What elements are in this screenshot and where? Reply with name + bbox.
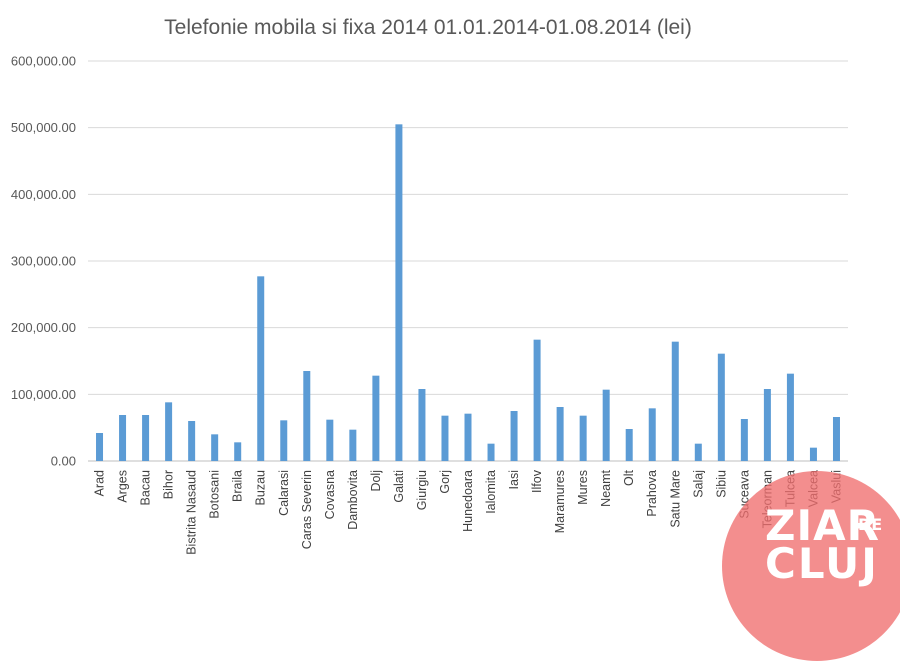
x-tick-label: Dambovita <box>346 470 360 530</box>
bar <box>119 415 127 461</box>
x-tick-label: Iasi <box>507 470 521 489</box>
bar <box>579 415 587 461</box>
x-tick-label: Calarasi <box>277 470 291 516</box>
x-tick-label: Bacau <box>139 470 153 505</box>
y-tick-label: 400,000.00 <box>11 187 76 202</box>
x-tick-label: Covasna <box>323 470 337 519</box>
bar <box>464 413 472 461</box>
bars <box>96 124 840 461</box>
bar <box>395 124 403 461</box>
x-tick-label: Arad <box>93 470 107 496</box>
x-tick-label: Bihor <box>162 470 176 499</box>
x-tick-label: Olt <box>622 469 636 486</box>
bar <box>96 433 104 461</box>
bar <box>211 434 219 461</box>
x-tick-label: Satu Mare <box>668 470 682 528</box>
bar <box>303 371 311 461</box>
x-tick-label: Buzau <box>254 470 268 505</box>
bar <box>786 373 794 461</box>
bar <box>625 429 633 461</box>
bar <box>257 276 265 461</box>
bar <box>372 375 380 461</box>
x-tick-label: Braila <box>231 470 245 502</box>
bar-chart: Telefonie mobila si fixa 2014 01.01.2014… <box>11 16 848 555</box>
x-tick-label: Hunedoara <box>461 470 475 532</box>
y-tick-label: 600,000.00 <box>11 54 76 69</box>
x-tick-label: Gorj <box>438 470 452 494</box>
bar <box>487 443 495 461</box>
x-tick-label: Botosani <box>208 470 222 519</box>
y-tick-label: 200,000.00 <box>11 320 76 335</box>
bar <box>142 415 150 461</box>
bar <box>832 417 840 461</box>
bar <box>441 415 449 461</box>
bar <box>740 419 748 461</box>
bar <box>349 429 357 461</box>
x-tick-label: Salaj <box>691 470 705 498</box>
y-axis-ticks: 0.00 100,000.00 200,000.00 300,000.00 400,00… <box>11 54 76 469</box>
y-tick-label: 300,000.00 <box>11 254 76 269</box>
bar <box>326 419 334 461</box>
bar <box>188 421 196 461</box>
logo-word-de: DE <box>858 515 883 534</box>
bar <box>763 389 771 461</box>
x-tick-label: Mures <box>576 470 590 505</box>
bar <box>556 407 564 461</box>
bar <box>717 353 725 461</box>
chart-title: Telefonie mobila si fixa 2014 01.01.2014… <box>164 16 692 39</box>
bar <box>694 443 702 461</box>
x-tick-label: Sibiu <box>714 470 728 498</box>
x-tick-label: Bistrita Nasaud <box>185 470 199 555</box>
logo-word-ziar: ZIAR <box>765 501 880 550</box>
bar <box>280 420 288 461</box>
bar <box>234 442 242 461</box>
x-tick-label: Ialomita <box>484 470 498 514</box>
bar <box>602 389 610 461</box>
x-tick-label: Giurgiu <box>415 470 429 510</box>
y-tick-label: 500,000.00 <box>11 120 76 135</box>
bar <box>648 408 656 461</box>
x-tick-label: Ilfov <box>530 469 544 493</box>
x-tick-label: Dolj <box>369 470 383 492</box>
bar <box>510 411 518 461</box>
bar <box>533 339 541 461</box>
x-tick-label: Neamt <box>599 469 613 506</box>
bar <box>418 389 426 461</box>
gridlines <box>88 60 848 462</box>
y-tick-label: 0.00 <box>51 454 76 469</box>
y-tick-label: 100,000.00 <box>11 387 76 402</box>
x-tick-label: Caras Severin <box>300 470 314 549</box>
x-tick-label: Arges <box>116 470 130 503</box>
x-tick-label: Maramures <box>553 470 567 533</box>
bar <box>671 341 679 461</box>
logo-word-cluj: CLUJ <box>765 539 879 588</box>
bar <box>165 402 173 461</box>
bar <box>809 447 817 461</box>
x-tick-label: Prahova <box>645 470 659 517</box>
x-tick-label: Galati <box>392 470 406 503</box>
